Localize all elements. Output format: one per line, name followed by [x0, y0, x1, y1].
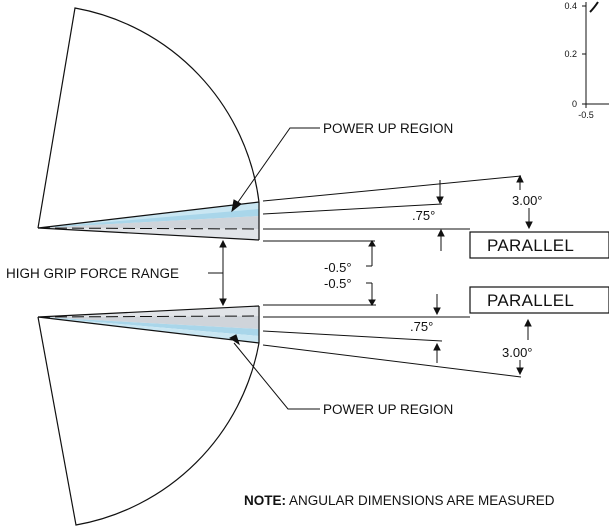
bottom-jaw-centerline	[37, 315, 260, 318]
top-power-up-arrowhead	[231, 199, 242, 213]
note-prefix: NOTE:	[244, 493, 286, 508]
bottom-jaw-edge-upper	[37, 305, 260, 318]
dimension-offset-2: -0.5°	[324, 276, 352, 291]
top-3deg-extension	[262, 175, 522, 202]
parallel-label-top: PARALLEL	[487, 236, 574, 255]
inset-y-tick-label: 0.4	[564, 1, 577, 11]
grip-range-arrow-head-top	[219, 239, 227, 248]
inset-curve-fragment	[589, 1, 599, 13]
dimension-offset-1: -0.5°	[324, 260, 352, 275]
top-power-up-band-inner	[38, 209, 259, 228]
note-text: NOTE: ANGULAR DIMENSIONS ARE MEASURED	[244, 493, 555, 508]
top-075deg-extension	[262, 203, 443, 215]
dimension-top-075deg: .75°	[412, 208, 435, 223]
offset-arrow-head-upper	[368, 240, 376, 247]
bottom-075-arrow-head-upper	[433, 307, 441, 316]
top-3deg-arrow-head	[516, 174, 524, 183]
dimension-arrows	[208, 174, 533, 376]
bottom-3deg-arrow-head-upper	[524, 318, 532, 327]
bottom-3deg-extension	[262, 344, 522, 378]
bottom-jaw	[37, 305, 260, 526]
top-jaw	[37, 7, 260, 241]
bottom-power-up-arrowhead	[229, 334, 240, 346]
dimension-top-3deg: 3.00°	[512, 193, 543, 208]
top-jaw-edge-lower	[37, 227, 260, 241]
bottom-3deg-arrow-head-lower	[516, 367, 524, 376]
offset-arrow-head-lower	[368, 299, 376, 306]
parallel-box-top	[469, 231, 609, 259]
high-grip-force-range-label: HIGH GRIP FORCE RANGE	[6, 266, 179, 281]
top-jaw-edge-upper	[37, 201, 260, 229]
bottom-power-up-leader	[233, 342, 320, 410]
bottom-075-arrow-head-lower	[433, 342, 441, 351]
power-up-region-label-bottom: POWER UP REGION	[323, 402, 453, 417]
top-jaw-outline	[37, 7, 260, 229]
bottom-neutral-band	[38, 316, 259, 329]
power-up-region-label-top: POWER UP REGION	[323, 121, 453, 136]
inset-chart: 0.4 0.2 0 -0.5	[564, 1, 609, 120]
bottom-jaw-edge-lower	[37, 316, 260, 344]
callout-leaders	[229, 127, 320, 410]
dimension-bottom-075deg: .75°	[410, 319, 433, 334]
parallel-box-bottom	[469, 286, 609, 314]
bottom-075deg-extension	[262, 330, 443, 342]
parallel-label-bottom: PARALLEL	[487, 291, 574, 310]
top-075-arrow-head-upper	[436, 196, 444, 205]
top-power-up-leader	[235, 127, 320, 206]
inset-y-tick-label: 0.2	[564, 49, 577, 59]
inset-x-tick-label: -0.5	[578, 110, 594, 120]
grip-range-arrow-head-bottom	[219, 298, 227, 307]
top-3deg-arrow-head-lower	[525, 221, 533, 230]
bottom-jaw-outline	[37, 316, 260, 526]
dimension-bottom-3deg: 3.00°	[502, 345, 533, 360]
reference-lines	[262, 175, 522, 378]
top-jaw-centerline	[37, 227, 260, 230]
inset-y-tick-label: 0	[572, 99, 577, 109]
top-neutral-band	[38, 216, 259, 229]
note-body: ANGULAR DIMENSIONS ARE MEASURED	[286, 493, 555, 508]
top-075-arrow-head-lower	[437, 228, 445, 237]
